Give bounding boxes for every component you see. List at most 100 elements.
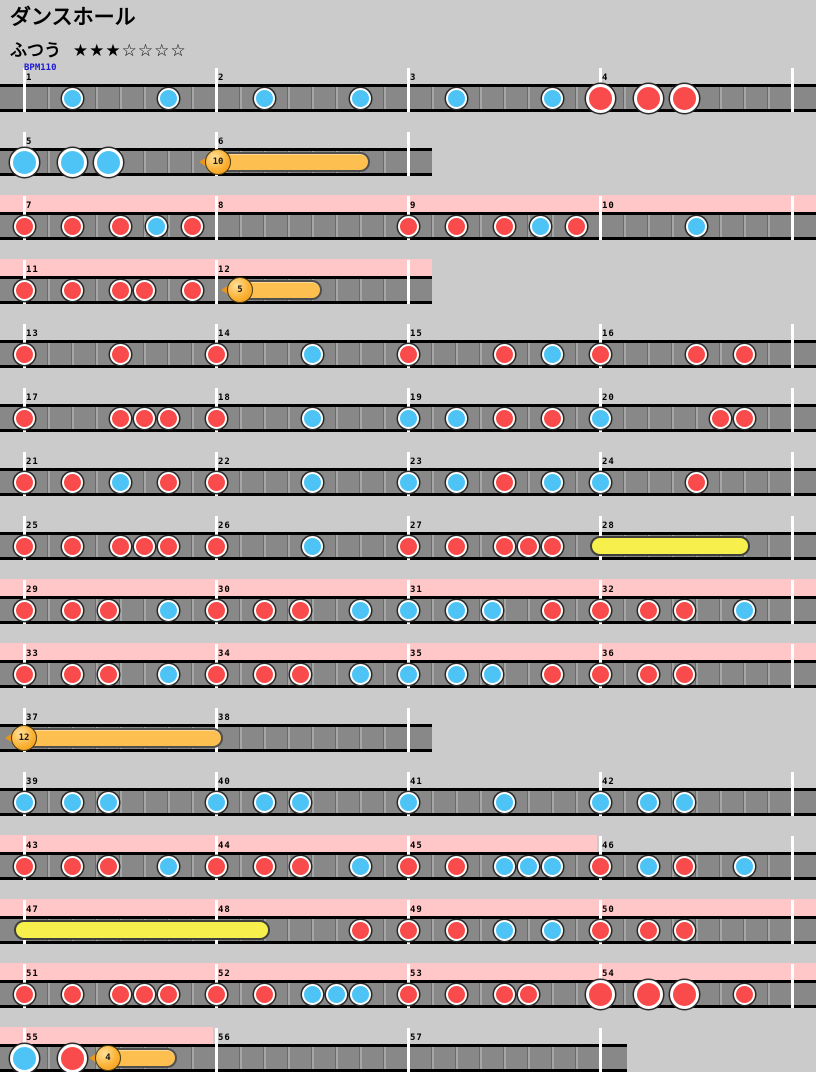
beat-line <box>431 407 434 429</box>
measure-number: 49 <box>410 905 423 915</box>
note-don <box>61 983 83 1005</box>
beat-line <box>359 791 362 813</box>
measure-number: 16 <box>602 329 615 339</box>
note-don <box>733 407 755 429</box>
note-don <box>61 215 83 237</box>
beat-line <box>575 1047 578 1069</box>
beat-line <box>191 535 194 557</box>
beat-line <box>767 343 770 365</box>
beat-line <box>263 407 266 429</box>
note-don <box>61 535 83 557</box>
beat-line <box>239 855 242 877</box>
note-don <box>109 215 131 237</box>
measure-number: 6 <box>218 137 225 147</box>
beat-line <box>143 215 146 237</box>
beat-line <box>527 599 530 621</box>
beat-line <box>167 279 170 301</box>
beat-line <box>311 727 314 749</box>
note-don <box>253 599 275 621</box>
note-don <box>397 983 419 1005</box>
beat-line <box>239 343 242 365</box>
note-ka <box>157 663 179 685</box>
beat-line <box>191 407 194 429</box>
note-don <box>13 663 35 685</box>
beat-line <box>647 343 650 365</box>
measure-number: 28 <box>602 521 615 531</box>
beat-line <box>47 343 50 365</box>
beat-line <box>527 87 530 109</box>
beat-line <box>767 215 770 237</box>
note-don <box>133 407 155 429</box>
beat-line <box>455 791 458 813</box>
measure-number: 21 <box>26 457 39 467</box>
note-big-don <box>669 83 699 113</box>
measure-number: 37 <box>26 713 39 723</box>
beat-line <box>575 87 578 109</box>
balloon-note: 5 <box>227 277 253 303</box>
balloon-note: 4 <box>95 1045 121 1071</box>
beat-line <box>527 471 530 493</box>
gogo-strip <box>0 835 597 852</box>
beat-line <box>359 279 362 301</box>
gogo-strip <box>0 1027 213 1044</box>
measure-number: 34 <box>218 649 231 659</box>
note-don <box>517 983 539 1005</box>
beat-line <box>119 663 122 685</box>
measure-number: 44 <box>218 841 231 851</box>
beat-line <box>239 87 242 109</box>
beat-line <box>671 407 674 429</box>
measure-number: 8 <box>218 201 225 211</box>
note-ka <box>541 343 563 365</box>
measure-line <box>407 1028 410 1072</box>
measure-line <box>791 644 794 688</box>
note-ka <box>445 471 467 493</box>
note-ka <box>673 791 695 813</box>
beat-line <box>719 919 722 941</box>
drumroll-bar <box>14 920 270 940</box>
beat-line <box>167 151 170 173</box>
note-don <box>205 599 227 621</box>
measure-number: 12 <box>218 265 231 275</box>
note-don <box>493 471 515 493</box>
note-don <box>493 343 515 365</box>
beat-line <box>383 471 386 493</box>
beat-line <box>287 215 290 237</box>
beat-line <box>431 1047 434 1069</box>
beat-line <box>623 855 626 877</box>
measure-number: 52 <box>218 969 231 979</box>
beat-line <box>575 407 578 429</box>
note-don <box>493 535 515 557</box>
beat-line <box>743 663 746 685</box>
note-don <box>133 279 155 301</box>
beat-line <box>623 87 626 109</box>
balloon-count: 10 <box>212 157 224 167</box>
beat-line <box>479 215 482 237</box>
beat-line <box>575 535 578 557</box>
beat-line <box>479 983 482 1005</box>
note-don <box>589 343 611 365</box>
beat-line <box>767 983 770 1005</box>
note-don <box>589 919 611 941</box>
note-ka <box>493 855 515 877</box>
measure-number: 20 <box>602 393 615 403</box>
balloon-tail-icon <box>89 1053 97 1063</box>
beat-line <box>47 407 50 429</box>
beat-line <box>719 343 722 365</box>
note-don <box>97 599 119 621</box>
beat-line <box>431 535 434 557</box>
beat-line <box>575 663 578 685</box>
beat-line <box>503 1047 506 1069</box>
note-ka <box>541 87 563 109</box>
note-ka <box>157 855 179 877</box>
beat-line <box>719 855 722 877</box>
measure-number: 46 <box>602 841 615 851</box>
note-don <box>205 535 227 557</box>
note-don <box>541 407 563 429</box>
balloon-count: 5 <box>237 285 243 295</box>
beat-line <box>623 343 626 365</box>
measure-number: 40 <box>218 777 231 787</box>
beat-line <box>383 535 386 557</box>
measure-number: 27 <box>410 521 423 531</box>
note-ka <box>481 663 503 685</box>
note-don <box>13 343 35 365</box>
